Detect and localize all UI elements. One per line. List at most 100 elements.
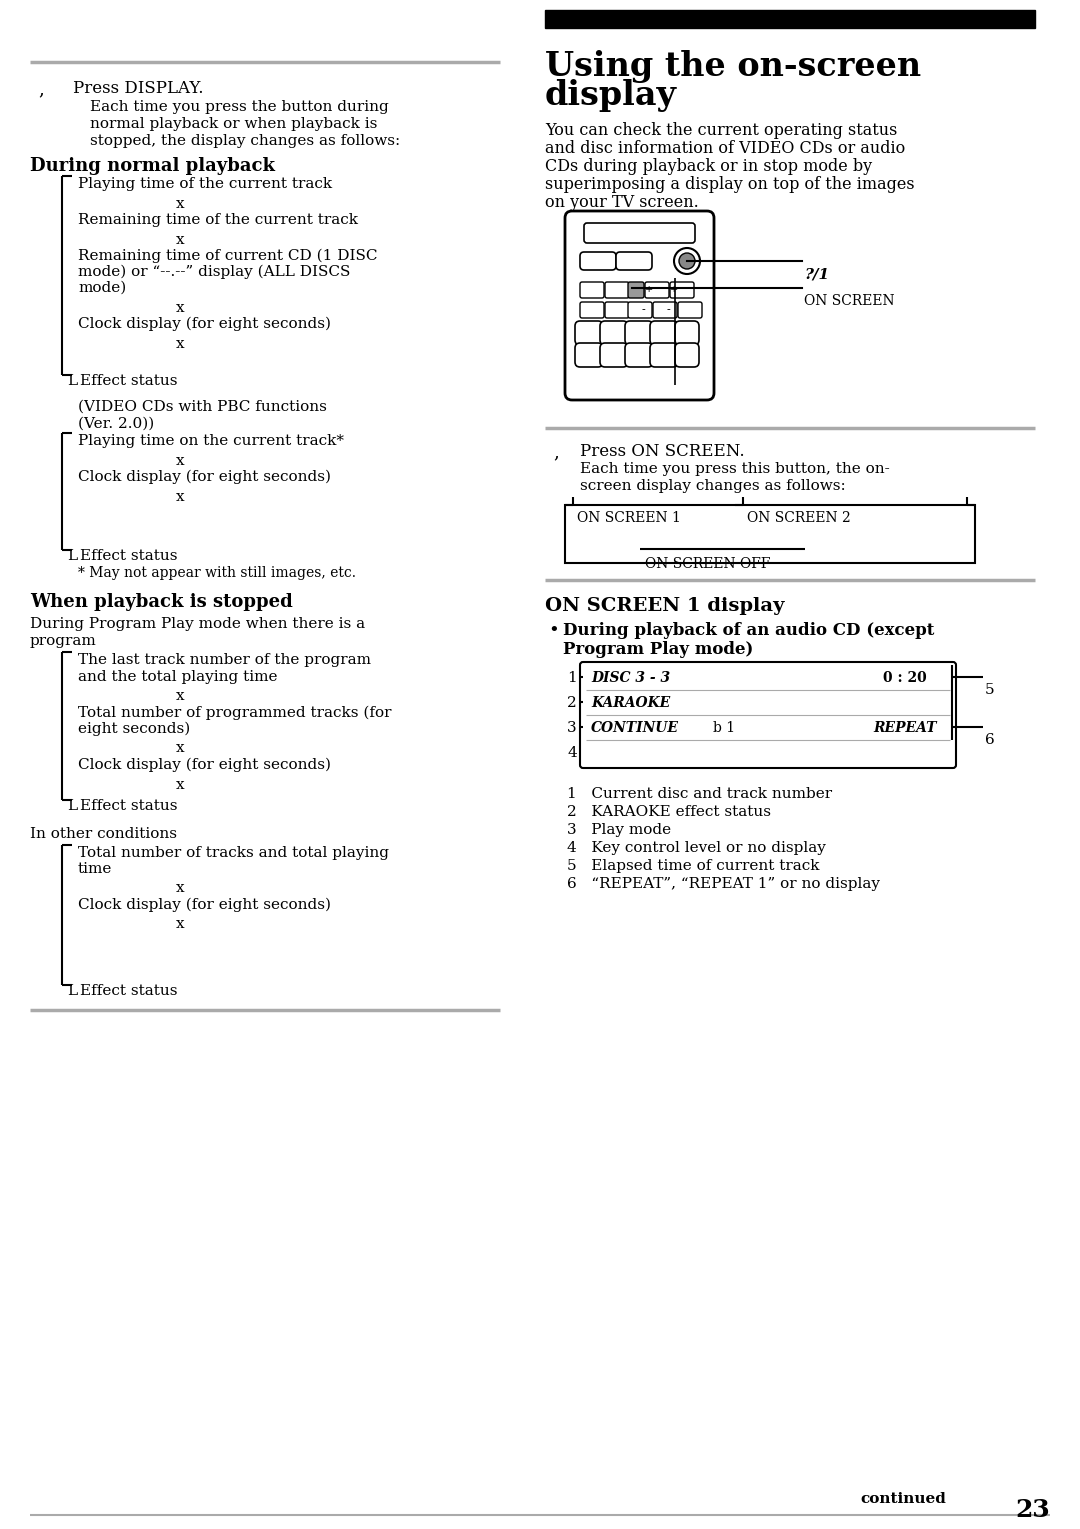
- Text: 23: 23: [1015, 1498, 1050, 1521]
- Text: REPEAT: REPEAT: [873, 722, 936, 735]
- Text: Effect status: Effect status: [80, 549, 177, 563]
- FancyBboxPatch shape: [616, 252, 652, 271]
- Text: x: x: [176, 881, 185, 894]
- Text: program: program: [30, 635, 97, 648]
- Text: Press ON SCREEN.: Press ON SCREEN.: [580, 443, 744, 460]
- Circle shape: [679, 252, 696, 269]
- Text: 2: 2: [567, 696, 577, 709]
- Text: b 1: b 1: [713, 722, 735, 735]
- FancyBboxPatch shape: [575, 321, 603, 346]
- Text: The last track number of the program: The last track number of the program: [78, 653, 372, 667]
- Text: continued: continued: [860, 1492, 946, 1506]
- Text: During Program Play mode when there is a: During Program Play mode when there is a: [30, 618, 365, 631]
- Text: Effect status: Effect status: [80, 800, 177, 813]
- Text: Total number of programmed tracks (for: Total number of programmed tracks (for: [78, 706, 391, 720]
- Text: normal playback or when playback is: normal playback or when playback is: [90, 118, 377, 131]
- Text: (Ver. 2.0)): (Ver. 2.0)): [78, 417, 154, 431]
- Bar: [545, 11, 1035, 28]
- Text: Clock display (for eight seconds): Clock display (for eight seconds): [78, 758, 330, 772]
- FancyBboxPatch shape: [645, 281, 669, 298]
- Text: During playback of an audio CD (except: During playback of an audio CD (except: [563, 622, 934, 639]
- FancyBboxPatch shape: [675, 321, 699, 346]
- Text: Remaining time of current CD (1 DISC: Remaining time of current CD (1 DISC: [78, 249, 378, 263]
- Text: x: x: [176, 454, 185, 468]
- Text: -: -: [666, 304, 670, 315]
- FancyBboxPatch shape: [600, 321, 627, 346]
- Text: superimposing a display on top of the images: superimposing a display on top of the im…: [545, 176, 915, 193]
- Bar: [565, 505, 975, 563]
- Text: In other conditions: In other conditions: [30, 827, 177, 841]
- Text: ON SCREEN 2: ON SCREEN 2: [747, 511, 851, 524]
- Text: stopped, the display changes as follows:: stopped, the display changes as follows:: [90, 135, 401, 148]
- Text: ON SCREEN 1: ON SCREEN 1: [577, 511, 680, 524]
- Text: x: x: [176, 197, 185, 211]
- Text: mode): mode): [78, 281, 126, 295]
- Text: x: x: [176, 690, 185, 703]
- Text: L: L: [67, 375, 77, 388]
- Text: Clock display (for eight seconds): Clock display (for eight seconds): [78, 317, 330, 332]
- FancyBboxPatch shape: [584, 223, 696, 243]
- Text: Clock display (for eight seconds): Clock display (for eight seconds): [78, 469, 330, 485]
- FancyBboxPatch shape: [575, 342, 603, 367]
- Text: During normal playback: During normal playback: [30, 157, 275, 174]
- Text: ,: ,: [38, 80, 44, 98]
- FancyBboxPatch shape: [650, 342, 678, 367]
- Text: and disc information of VIDEO CDs or audio: and disc information of VIDEO CDs or aud…: [545, 141, 905, 157]
- Text: 1   Current disc and track number: 1 Current disc and track number: [567, 787, 832, 801]
- FancyBboxPatch shape: [627, 303, 652, 318]
- Text: 0 : 20: 0 : 20: [883, 671, 927, 685]
- Text: CDs during playback or in stop mode by: CDs during playback or in stop mode by: [545, 157, 873, 174]
- Text: 3   Play mode: 3 Play mode: [567, 823, 671, 836]
- Text: L: L: [67, 549, 77, 563]
- Text: x: x: [176, 742, 185, 755]
- Text: * May not appear with still images, etc.: * May not appear with still images, etc.: [78, 566, 356, 579]
- Text: •: •: [548, 622, 558, 641]
- Text: +: +: [645, 284, 653, 294]
- FancyBboxPatch shape: [675, 342, 699, 367]
- Text: 1: 1: [567, 671, 577, 685]
- Text: 2   KARAOKE effect status: 2 KARAOKE effect status: [567, 804, 771, 820]
- Text: Program Play mode): Program Play mode): [563, 641, 754, 657]
- Text: KARAOKE: KARAOKE: [591, 696, 671, 709]
- Text: 4   Key control level or no display: 4 Key control level or no display: [567, 841, 826, 855]
- FancyBboxPatch shape: [600, 342, 627, 367]
- Text: 6: 6: [985, 732, 995, 748]
- Text: Total number of tracks and total playing: Total number of tracks and total playing: [78, 846, 389, 859]
- FancyBboxPatch shape: [605, 303, 629, 318]
- Text: Effect status: Effect status: [80, 985, 177, 998]
- Text: 6   “REPEAT”, “REPEAT 1” or no display: 6 “REPEAT”, “REPEAT 1” or no display: [567, 878, 880, 891]
- Text: x: x: [176, 917, 185, 931]
- FancyBboxPatch shape: [580, 662, 956, 768]
- FancyBboxPatch shape: [670, 281, 694, 298]
- FancyBboxPatch shape: [580, 303, 604, 318]
- Text: x: x: [176, 778, 185, 792]
- Text: ON SCREEN OFF: ON SCREEN OFF: [645, 557, 770, 570]
- Text: Clock display (for eight seconds): Clock display (for eight seconds): [78, 898, 330, 913]
- FancyBboxPatch shape: [605, 281, 629, 298]
- Text: 5   Elapsed time of current track: 5 Elapsed time of current track: [567, 859, 820, 873]
- Text: x: x: [176, 232, 185, 248]
- Text: DISC 3 - 3: DISC 3 - 3: [591, 671, 670, 685]
- FancyBboxPatch shape: [565, 211, 714, 401]
- Text: 4: 4: [567, 746, 577, 760]
- Text: Playing time on the current track*: Playing time on the current track*: [78, 434, 345, 448]
- Text: L: L: [67, 800, 77, 813]
- Text: Playing time of the current track: Playing time of the current track: [78, 177, 333, 191]
- Text: on your TV screen.: on your TV screen.: [545, 194, 699, 211]
- Text: Each time you press this button, the on-: Each time you press this button, the on-: [580, 462, 890, 476]
- Text: +: +: [670, 284, 678, 294]
- Text: You can check the current operating status: You can check the current operating stat…: [545, 122, 897, 139]
- Text: L: L: [67, 985, 77, 998]
- FancyBboxPatch shape: [580, 281, 604, 298]
- Text: -: -: [642, 304, 645, 315]
- Text: Each time you press the button during: Each time you press the button during: [90, 99, 389, 115]
- Text: (VIDEO CDs with PBC functions: (VIDEO CDs with PBC functions: [78, 401, 327, 414]
- Text: x: x: [176, 336, 185, 352]
- Circle shape: [674, 248, 700, 274]
- FancyBboxPatch shape: [678, 303, 702, 318]
- Text: display: display: [545, 80, 677, 112]
- Text: ,: ,: [553, 443, 558, 462]
- Text: ?/1: ?/1: [804, 268, 829, 281]
- Text: Using the on-screen: Using the on-screen: [545, 50, 921, 83]
- Text: 3: 3: [567, 722, 577, 735]
